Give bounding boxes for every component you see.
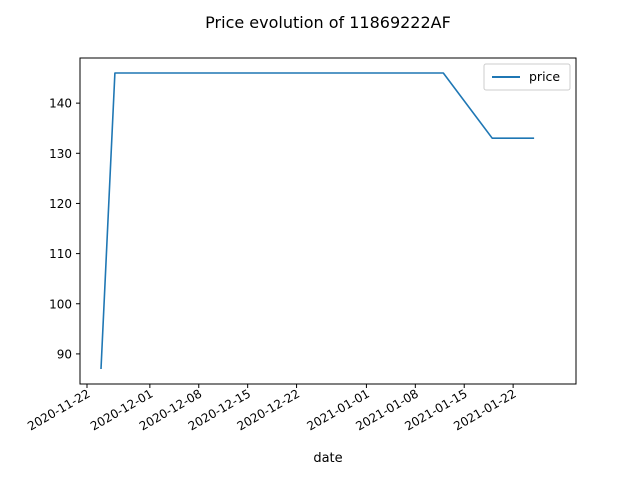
plot-area: 90 100 110 120 130 140 2020-11-222020-12-0120… xyxy=(25,57,577,433)
y-tick-label: 130 xyxy=(49,147,72,161)
legend-box xyxy=(483,63,571,91)
y-tick-label: 120 xyxy=(49,197,72,211)
chart-title: Price evolution of 11869222AF xyxy=(205,13,451,32)
y-tick-label: 110 xyxy=(49,247,72,261)
legend: price xyxy=(483,63,571,91)
series-layer xyxy=(100,72,535,370)
x-axis-label: date xyxy=(313,451,342,466)
x-axis: 2020-11-222020-12-012020-12-082020-12-15… xyxy=(25,384,519,433)
y-tick-label: 100 xyxy=(49,297,72,311)
plot-frame xyxy=(79,57,577,385)
x-tick-label: 2020-11-22 xyxy=(25,386,92,433)
series-line-price xyxy=(100,72,535,370)
y-tick-label: 90 xyxy=(57,347,72,361)
legend-label: price xyxy=(529,69,560,84)
y-axis: 90 100 110 120 130 140 xyxy=(49,97,80,361)
y-tick-label: 140 xyxy=(49,97,72,111)
